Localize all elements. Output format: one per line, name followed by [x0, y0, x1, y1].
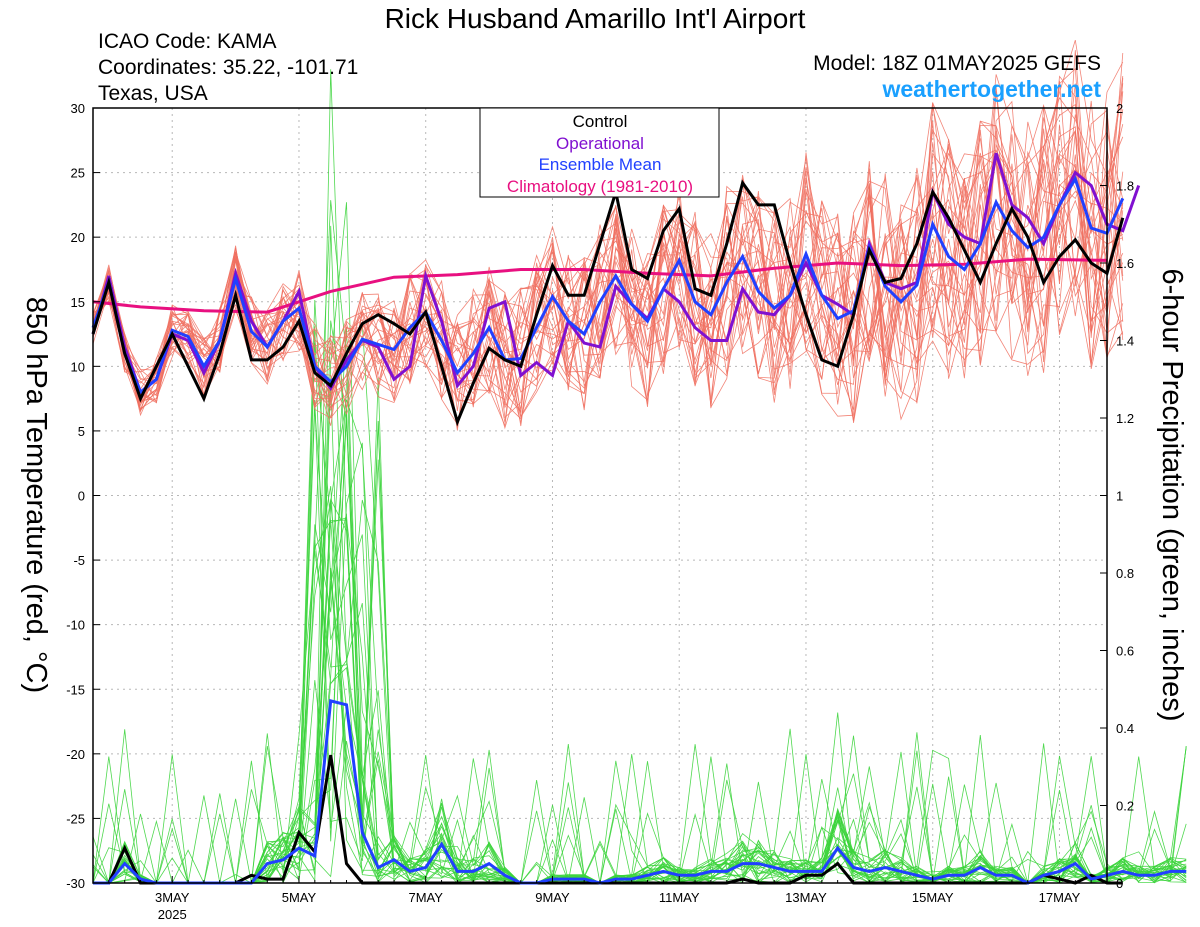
y-tick-label: 10 — [71, 359, 85, 374]
y2-tick-label: 0.4 — [1116, 721, 1134, 736]
precip-member-line — [93, 540, 1187, 884]
y-tick-label: -10 — [66, 618, 85, 633]
y-tick-label: 20 — [71, 230, 85, 245]
y-tick-label: 15 — [71, 295, 85, 310]
y-tick-label: -30 — [66, 876, 85, 891]
y2-tick-label: 1.2 — [1116, 411, 1134, 426]
x-tick-label: 3MAY — [155, 890, 190, 905]
y2-tick-label: 1.4 — [1116, 334, 1134, 349]
y-tick-label: -25 — [66, 811, 85, 826]
temp-member-line — [92, 50, 1124, 385]
model-run: Model: 18Z 01MAY2025 GEFS — [813, 52, 1101, 75]
precip-member-line — [93, 520, 1187, 884]
temp-member-line — [92, 61, 1124, 392]
temp-member-line — [92, 52, 1124, 427]
legend-operational: Operational — [556, 134, 644, 153]
x-tick-label: 9MAY — [535, 890, 570, 905]
y-tick-label: -15 — [66, 682, 85, 697]
y-tick-label: -20 — [66, 747, 85, 762]
control-line — [91, 179, 1125, 427]
mean-line — [91, 175, 1125, 395]
legend-climatology: Climatology (1981-2010) — [507, 177, 693, 196]
x-axis-ticks: 3MAY 5MAY 7MAY 9MAY 11MAY 13MAY 15MAY 17MAY 2025 — [92, 876, 1108, 922]
y2-tick-label: 0 — [1116, 876, 1123, 891]
x-tick-label: 17MAY — [1039, 890, 1081, 905]
y2-tick-label: 1.8 — [1116, 179, 1134, 194]
icao-code: ICAO Code: KAMA — [98, 30, 277, 53]
main-series-lines — [91, 152, 1187, 885]
y-tick-label: 30 — [71, 101, 85, 116]
precip-member-line — [93, 499, 1187, 884]
chart-title: Rick Husband Amarillo Int'l Airport — [385, 3, 806, 34]
y2-tick-label: 1 — [1116, 489, 1123, 504]
y-axis-label: 850 hPa Temperature (red, °C) — [20, 297, 52, 693]
temp-member-line — [92, 39, 1124, 427]
precip-mean-line — [93, 699, 1187, 885]
precip-member-line — [93, 513, 1187, 884]
y2-tick-label: 0.6 — [1116, 644, 1134, 659]
x-tick-label: 13MAY — [785, 890, 827, 905]
location: Texas, USA — [98, 82, 208, 105]
temp-member-line — [92, 109, 1124, 423]
y2-axis-label: 6-hour Precipitation (green, inches) — [1156, 269, 1188, 722]
x-tick-label: 11MAY — [659, 890, 700, 905]
temp-member-line — [92, 153, 1124, 409]
temp-member-line — [92, 109, 1124, 409]
precip-member-line — [92, 399, 1187, 884]
temp-member-line — [92, 77, 1124, 418]
y2-tick-label: 1.6 — [1116, 256, 1134, 271]
legend-mean: Ensemble Mean — [539, 155, 662, 174]
y-tick-label: 5 — [78, 424, 85, 439]
x-tick-label: 15MAY — [912, 890, 954, 905]
temp-member-line — [92, 170, 1124, 423]
y-axis-ticks: 30 25 20 15 10 5 0 -5 -10 -15 -20 -25 -30 — [66, 101, 100, 891]
x-tick-label: 5MAY — [282, 890, 317, 905]
y-tick-label: -5 — [73, 553, 85, 568]
legend-box — [479, 107, 720, 198]
y-tick-label: 0 — [78, 489, 85, 504]
precip-member-line — [93, 420, 1187, 884]
x-tick-label: 7MAY — [409, 890, 444, 905]
site-link[interactable]: weathertogether.net — [881, 76, 1101, 102]
legend-control: Control — [573, 112, 628, 131]
y2-axis-ticks: 2 1.8 1.6 1.4 1.2 1 0.8 0.6 0.4 0.2 0 — [1100, 101, 1134, 891]
precip-member-line — [93, 200, 1187, 884]
coordinates: Coordinates: 35.22, -101.71 — [98, 56, 358, 79]
y2-tick-label: 0.2 — [1116, 799, 1134, 814]
legend: Control Operational Ensemble Mean Climat… — [479, 107, 720, 198]
temp-member-line — [92, 100, 1124, 411]
y-tick-label: 25 — [71, 166, 85, 181]
y2-tick-label: 2 — [1116, 101, 1123, 116]
y2-tick-label: 0.8 — [1116, 566, 1134, 581]
x-year-label: 2025 — [158, 907, 187, 922]
